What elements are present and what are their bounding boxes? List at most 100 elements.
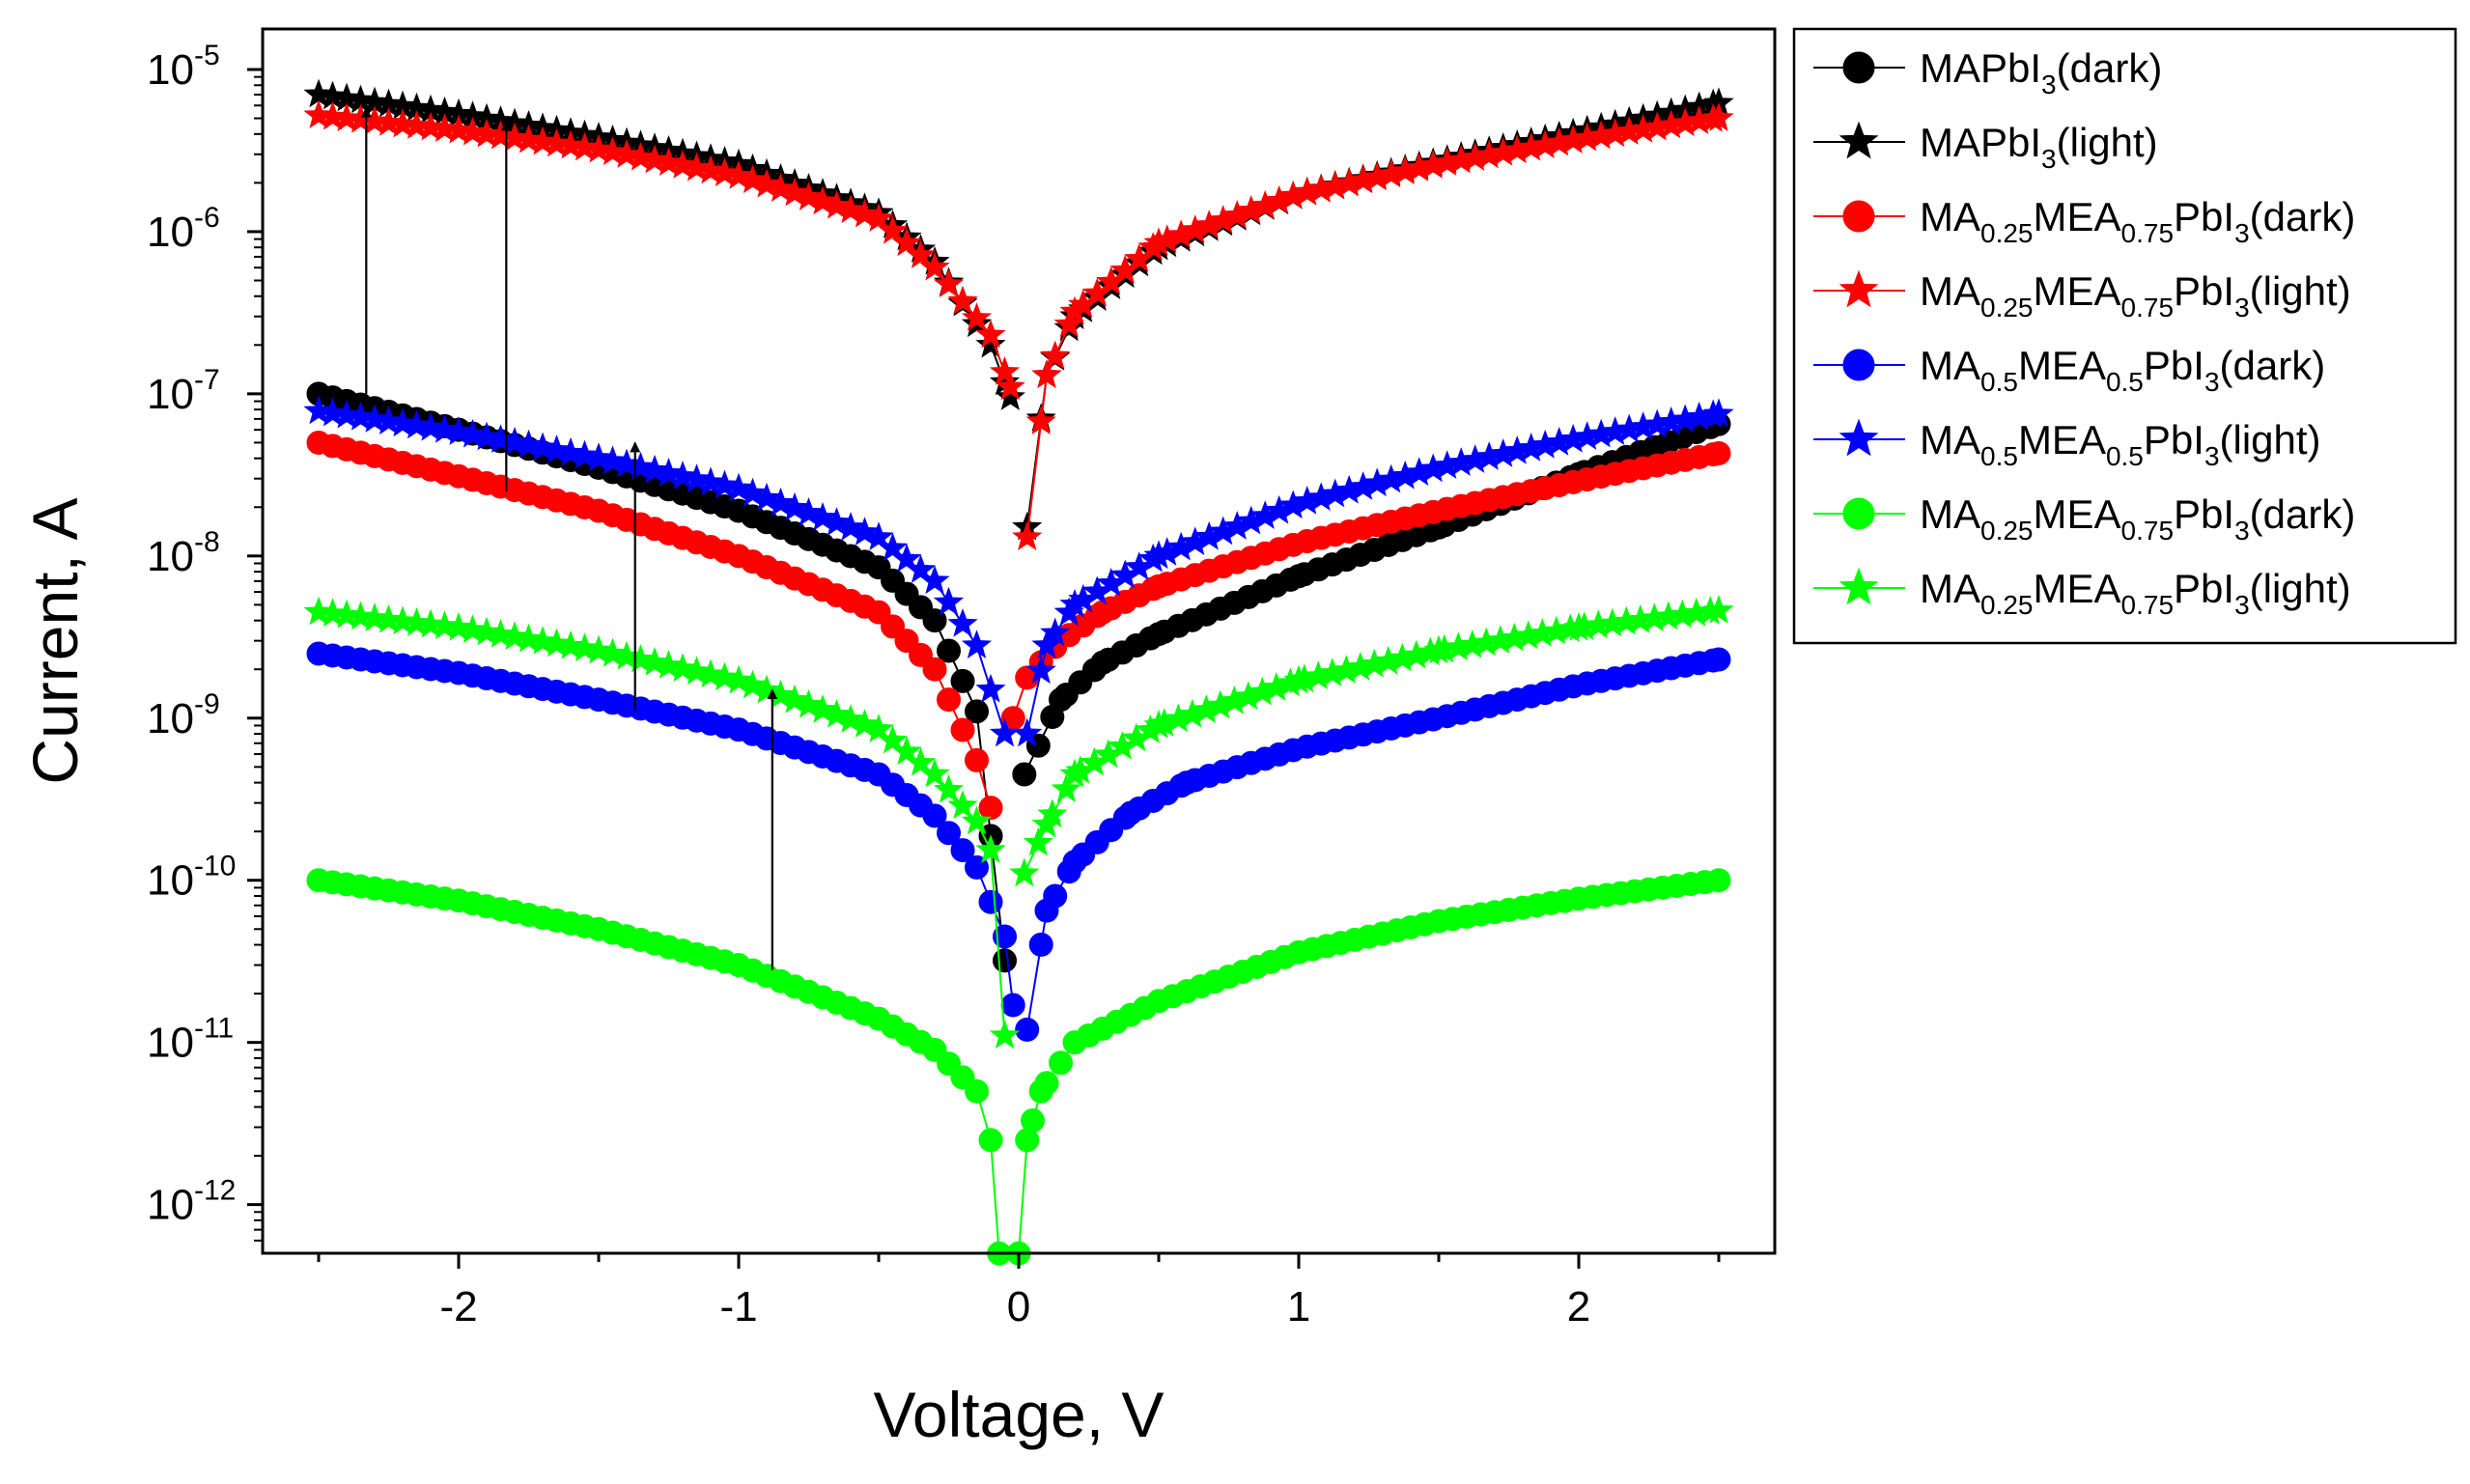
data-point [443,416,474,445]
data-point [1706,440,1731,465]
data-point [1706,868,1731,893]
data-point [541,127,573,157]
data-point [891,736,922,766]
data-point [947,790,978,819]
data-point [1706,647,1731,672]
data-point [331,599,362,629]
data-point [681,152,713,182]
data-point [779,684,810,714]
data-point [569,439,601,469]
data-point [1040,340,1071,370]
data-point [751,482,782,512]
data-point [947,285,978,315]
data-point [569,632,601,661]
data-point [933,773,965,803]
data-point [1009,857,1040,887]
data-point [345,601,377,630]
data-point [485,120,517,150]
y-tick-label: 10-7 [147,364,220,418]
legend-label: MA0.5MEA0.5PbI3(light) [1920,417,2321,471]
x-tick-label: -2 [439,1283,477,1330]
data-point [485,424,517,454]
data-point [765,173,797,202]
data-point [922,803,947,828]
data-point [1040,617,1071,647]
data-point [835,512,866,541]
data-point [978,796,1003,821]
data-point [922,657,947,682]
data-point [737,477,769,507]
data-point [1023,826,1053,856]
data-point [667,150,698,179]
data-point [821,699,853,728]
legend-label: MA0.25MEA0.75PbI3(dark) [1920,194,2355,248]
data-point [1037,798,1068,828]
data-point [345,402,377,431]
data-point [499,621,530,651]
data-point [995,371,1025,401]
data-point [1000,993,1025,1018]
series-4 [303,99,1734,550]
data-point [723,472,754,502]
legend-entry: MA0.25MEA0.75PbI3(light) [1813,566,2351,620]
data-point [499,122,530,152]
data-point [471,118,502,148]
data-point [401,409,433,439]
x-tick-label: 2 [1567,1283,1590,1330]
data-point [583,133,614,163]
data-point [975,834,1006,863]
legend-marker [1838,121,1879,159]
data-point [751,168,782,198]
data-point [1015,1017,1040,1042]
legend-marker [1838,418,1879,457]
data-point [303,395,334,425]
data-point [1051,773,1081,802]
data-point [919,758,950,788]
data-point [527,626,558,655]
legend-box [1792,27,2457,645]
data-point [317,598,349,627]
data-point [625,141,657,171]
data-point [961,805,993,835]
data-point [429,610,461,640]
y-tick-label: 10-6 [147,202,220,256]
data-point [863,203,894,232]
y-tick-label: 10-9 [147,688,220,742]
legend-marker [1838,567,1879,605]
data-point [793,496,825,526]
data-point [1021,1108,1045,1134]
series-3 [306,430,1731,821]
data-point [723,159,754,189]
data-point [1025,655,1056,685]
data-point [849,198,881,228]
data-point [737,164,769,194]
data-point [1012,521,1043,550]
data-point [373,603,405,633]
data-point [415,608,446,638]
data-point [331,399,362,429]
data-point [415,411,446,441]
data-point [737,669,769,699]
data-point [471,421,502,451]
data-point [555,630,586,659]
series-8 [303,595,1734,1050]
data-point [555,129,586,159]
data-point [359,404,390,433]
data-point [821,189,853,219]
data-point [695,154,726,184]
legend-label: MA0.25MEA0.75PbI3(light) [1920,268,2351,322]
data-point [303,596,334,626]
data-point [950,717,975,742]
data-point [905,239,937,268]
legend-marker [1842,200,1875,233]
data-point [937,687,961,713]
data-point [1043,883,1068,909]
data-point [597,136,629,166]
data-point [653,147,685,177]
data-point [513,429,545,459]
data-point [1031,359,1062,389]
y-tick-label: 10-12 [147,1175,236,1229]
data-point [849,517,881,546]
legend-label: MAPbI3(light) [1920,120,2158,174]
